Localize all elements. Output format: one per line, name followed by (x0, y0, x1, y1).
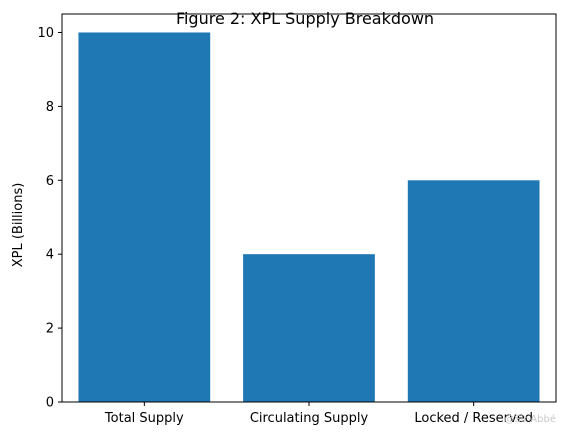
y-tick-label: 0 (46, 396, 54, 411)
y-axis-label: XPL (Billions) (11, 183, 26, 268)
chart-title: Figure 2: XPL Supply Breakdown (176, 9, 434, 28)
bars-layer (78, 32, 540, 402)
plot-frame (61, 13, 557, 403)
x-tick-label: Locked / Reserved (414, 411, 533, 426)
x-tick-label: Circulating Supply (250, 411, 369, 426)
y-tick-label: 8 (46, 100, 54, 115)
y-tick-label: 10 (37, 26, 54, 41)
y-tick-label: 4 (46, 248, 54, 263)
x-tick-label: Total Supply (104, 411, 184, 426)
watermark-text: @Sir-Abbé (504, 413, 556, 425)
y-ticks: 0 2 4 6 8 10 (37, 26, 62, 411)
bar-locked-reserved (407, 180, 540, 402)
y-tick-label: 2 (46, 322, 54, 337)
x-ticks: Total Supply Circulating Supply Locked / R… (104, 402, 533, 426)
bar-circulating-supply (243, 254, 375, 402)
bar-total-supply (78, 32, 211, 402)
y-tick-label: 6 (46, 174, 54, 189)
